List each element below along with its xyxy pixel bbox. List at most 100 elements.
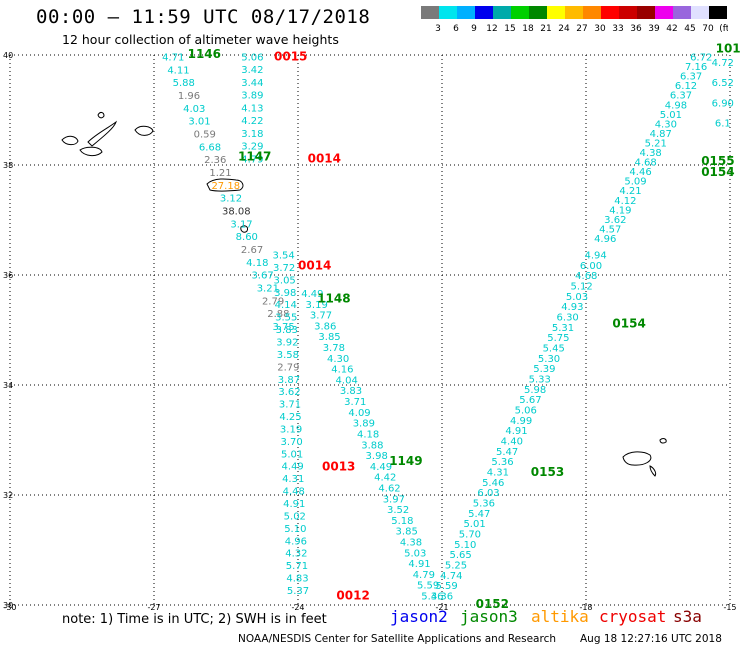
wave-height-label: 6.12: [675, 81, 697, 92]
wave-height-label: 5.03: [566, 292, 588, 303]
wave-height-label: 4.94: [584, 251, 606, 262]
wave-height-label: 3.19: [306, 300, 328, 311]
lat-tick-label: 30: [3, 601, 13, 610]
wave-height-label: 4.36: [431, 592, 453, 603]
wave-height-label: 4.40: [501, 437, 523, 448]
wave-height-label: 38.08: [222, 207, 251, 218]
wave-height-label: 3.17: [230, 219, 252, 230]
wave-height-label: 6.68: [199, 142, 221, 153]
wave-height-label: 6.30: [557, 313, 579, 324]
wave-height-label: 4.49: [370, 462, 392, 473]
wave-height-label: 5.46: [482, 478, 504, 489]
legend-label: 3: [435, 24, 441, 34]
legend-swatch: [655, 6, 673, 19]
orbit-label: 0014: [298, 259, 331, 273]
legend-swatch: [529, 6, 547, 19]
wave-height-label: 2.79: [277, 362, 299, 373]
satellite-jason3: jason3: [460, 607, 518, 626]
legend-swatch: [511, 6, 529, 19]
wave-height-label: 4.87: [650, 129, 672, 140]
wave-height-label: 5.88: [173, 78, 195, 89]
land-outlines: [61, 112, 667, 477]
wave-height-label: 4.12: [614, 196, 636, 207]
grid-lines: [9, 54, 731, 606]
lon-tick-label: -24: [291, 603, 304, 612]
wave-height-label: 4.91: [408, 559, 430, 570]
lat-tick-label: 32: [3, 491, 13, 500]
wave-height-label: 3.12: [220, 194, 242, 205]
wave-height-label: 5.36: [491, 457, 513, 468]
wave-height-label: 3.92: [276, 337, 298, 348]
wave-height-label: 3.55: [275, 313, 297, 324]
wave-height-label: 6.1: [715, 119, 731, 130]
wave-height-label: 3.85: [396, 527, 418, 538]
lon-tick-label: -21: [435, 603, 448, 612]
legend-swatch: [637, 6, 655, 19]
page-subtitle: 12 hour collection of altimeter wave hei…: [62, 32, 339, 47]
wave-height-label: 5.36: [473, 499, 495, 510]
wave-height-label: 4.98: [665, 100, 687, 111]
wave-height-label: 5.59: [436, 581, 458, 592]
wave-height-label: 4.91: [283, 499, 305, 510]
wave-height-label: 4.11: [167, 65, 189, 76]
legend-label: 15: [504, 24, 515, 34]
wave-height-label: 5.01: [660, 110, 682, 121]
legend-label: (ft): [719, 24, 728, 34]
wave-height-label: 3.21: [257, 284, 279, 295]
wave-height-label: 3.62: [278, 387, 300, 398]
wave-height-label: 27.18: [211, 181, 240, 192]
orbit-label: 0014: [308, 151, 341, 165]
wave-height-label: 4.21: [619, 186, 641, 197]
orbit-labels: 1146 0015 1147 0014 0014 1148 1149 0013 0012 0152…: [188, 41, 740, 611]
orbit-label: 0154: [701, 165, 734, 179]
wave-height-label: 5.30: [538, 354, 560, 365]
wave-height-label: 5.71: [286, 561, 308, 572]
wave-height-label: 3.05: [274, 275, 296, 286]
wave-height-label: 3.78: [323, 343, 345, 354]
orbit-label: 0155: [701, 154, 734, 168]
wave-height-label: 3.97: [383, 494, 405, 505]
wave-height-label: 4.03: [183, 104, 205, 115]
island-graciosa: [97, 112, 105, 119]
wave-height-label: 4.68: [634, 158, 656, 169]
legend-swatch: [475, 6, 493, 19]
wave-height-label: 4.83: [286, 574, 308, 585]
satellite-altika: altika: [531, 607, 589, 626]
orbit-label: 0015: [274, 50, 307, 64]
legend-label: 9: [471, 24, 477, 34]
legend-label: 36: [630, 24, 642, 34]
satellite-s3a: s3a: [673, 607, 702, 626]
wave-height-label: 3.54: [272, 251, 294, 262]
wave-height-label: 5.10: [284, 524, 306, 535]
wave-height-label: 5.01: [281, 449, 303, 460]
wave-height-label: 4.79: [241, 154, 263, 165]
legend-swatch: [493, 6, 511, 19]
footer-credit: NOAA/NESDIS Center for Satellite Applica…: [238, 633, 556, 645]
wave-height-label: 3.87: [278, 375, 300, 386]
wave-height-label: 3.42: [241, 65, 263, 76]
legend-label: 70: [702, 24, 714, 34]
wave-height-label: 5.12: [571, 282, 593, 293]
wave-height-label: 4.13: [241, 103, 263, 114]
wave-height-label: 5.37: [287, 586, 309, 597]
wave-height-label: 4.38: [400, 537, 422, 548]
wave-height-label: 3.72: [273, 263, 295, 274]
wave-height-label: 3.71: [279, 400, 301, 411]
lon-tick-label: -15: [723, 603, 736, 612]
island-porto-santo: [659, 438, 667, 444]
wave-height-label: 4.38: [640, 148, 662, 159]
legend-label: 12: [486, 24, 497, 34]
orbit-label: 1147: [238, 150, 271, 164]
legend-label: 30: [594, 24, 606, 34]
legend-swatch: [565, 6, 583, 19]
wave-height-label: 4.22: [241, 116, 263, 127]
orbit-label: 101: [716, 41, 740, 55]
wave-height-label: 5.59: [417, 581, 439, 592]
wave-height-label: 2.79: [262, 296, 284, 307]
legend-swatch: [691, 6, 709, 19]
wave-height-label: 3.58: [277, 350, 299, 361]
wave-height-label: 4.49: [282, 462, 304, 473]
island-desertas: [649, 465, 657, 477]
wave-height-label: 3.83: [340, 386, 362, 397]
